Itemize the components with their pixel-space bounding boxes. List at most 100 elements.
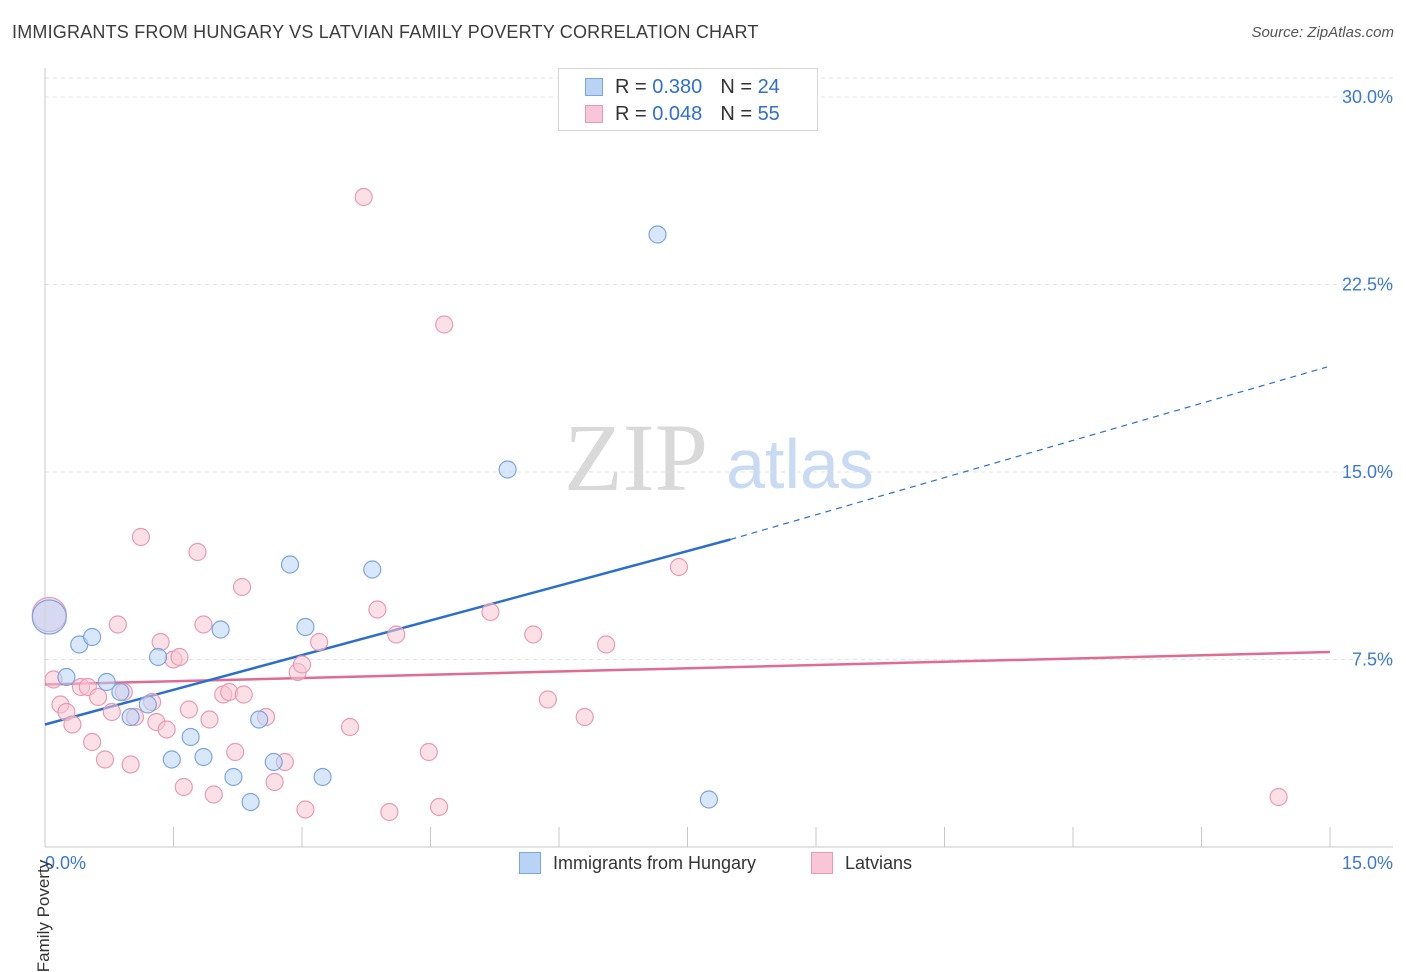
legend-swatch-latvians (585, 105, 603, 123)
point-latvians (121, 755, 140, 774)
y-tick-label: 7.5% (1352, 650, 1393, 670)
point-latvians (179, 700, 199, 719)
point-hungary (31, 599, 67, 635)
point-latvians (380, 802, 399, 822)
point-latvians (200, 710, 219, 729)
source-label: Source: ZipAtlas.com (1251, 24, 1394, 41)
point-latvians (340, 717, 360, 737)
point-latvians (170, 647, 189, 667)
point-hungary (162, 750, 181, 769)
legend-r-value: 0.048 (652, 102, 703, 125)
point-hungary (224, 767, 243, 787)
point-latvians (157, 720, 176, 739)
point-latvians (368, 600, 387, 619)
point-latvians (63, 715, 82, 734)
point-latvians (387, 625, 406, 644)
point-latvians (481, 602, 500, 622)
point-hungary (241, 792, 260, 812)
point-latvians (669, 557, 689, 577)
point-latvians (575, 707, 594, 727)
legend-r-label: R = (615, 75, 647, 98)
point-latvians (102, 702, 121, 722)
point-latvians (131, 527, 151, 547)
point-hungary (363, 560, 382, 579)
legend-label-hungary: Immigrants from Hungary (553, 852, 757, 873)
point-hungary (313, 767, 332, 787)
point-latvians (1269, 787, 1288, 807)
watermark: ZIP atlas (564, 404, 874, 511)
point-latvians (204, 785, 223, 804)
trend-line-hungary-extension (730, 366, 1328, 541)
legend-item-hungary[interactable]: Immigrants from Hungary (519, 852, 756, 874)
point-latvians (265, 772, 284, 792)
point-hungary (296, 617, 315, 637)
point-latvians (354, 187, 373, 207)
point-hungary (121, 707, 140, 727)
point-hungary (498, 460, 517, 479)
point-hungary (181, 727, 200, 747)
tick-labels: 7.5% 15.0% 22.5% 30.0% 0.0% 15.0% (45, 87, 1393, 873)
point-latvians (597, 635, 616, 654)
correlation-legend: R = 0.380 N = 24 R = 0.048 N = 55 (558, 68, 818, 131)
point-latvians (234, 685, 253, 704)
legend-row-hungary: R = 0.380 N = 24 (585, 75, 780, 99)
trend-line-latvians (44, 650, 1331, 686)
point-latvians (429, 797, 449, 817)
y-tick-label: 15.0% (1342, 462, 1393, 482)
point-latvians (538, 690, 557, 709)
x-tick-label: 0.0% (45, 853, 86, 873)
point-hungary (250, 710, 269, 729)
point-hungary (194, 747, 213, 767)
point-hungary (648, 225, 667, 244)
x-tick-label: 15.0% (1342, 853, 1393, 873)
point-latvians (83, 732, 102, 752)
point-hungary (264, 752, 283, 772)
y-tick-label: 30.0% (1342, 87, 1393, 107)
data-points (31, 187, 1288, 822)
point-latvians (232, 577, 252, 597)
point-latvians (89, 687, 108, 707)
series-legend: Immigrants from Hungary Latvians (0, 852, 1406, 878)
point-hungary (97, 672, 116, 692)
point-latvians (174, 777, 193, 797)
scatter-chart: ZIP atlas 7.5% 15.0% 22.5% 30.0% 0.0% 15.0% (31, 68, 1393, 873)
point-hungary (280, 555, 300, 574)
point-hungary (57, 667, 76, 687)
watermark-zip: ZIP (564, 404, 708, 511)
y-tick-label: 22.5% (1342, 275, 1393, 295)
legend-r-label: R = (615, 102, 647, 125)
point-latvians (194, 615, 213, 634)
legend-n-label: N = (720, 75, 752, 98)
point-latvians (296, 800, 315, 819)
point-latvians (419, 742, 438, 762)
point-latvians (226, 742, 245, 762)
point-latvians (108, 615, 127, 634)
axes (44, 68, 1393, 848)
point-latvians (310, 632, 329, 652)
point-hungary (138, 695, 157, 714)
watermark-atlas: atlas (726, 425, 874, 503)
point-hungary (148, 647, 168, 667)
legend-swatch-hungary (519, 852, 541, 874)
point-latvians (188, 542, 207, 562)
legend-row-latvians: R = 0.048 N = 55 (585, 102, 780, 126)
point-latvians (151, 632, 170, 652)
point-hungary (211, 620, 230, 639)
point-latvians (292, 655, 312, 674)
legend-n-value: 55 (757, 102, 780, 125)
legend-r-value: 0.380 (652, 75, 703, 98)
legend-swatch-hungary (585, 78, 603, 96)
legend-label-latvians: Latvians (845, 852, 913, 873)
legend-swatch-latvians (811, 852, 833, 874)
point-latvians (435, 315, 454, 334)
point-hungary (699, 790, 719, 809)
point-hungary (83, 627, 102, 647)
legend-item-latvians[interactable]: Latvians (811, 852, 912, 874)
grid-lines (45, 77, 1393, 660)
chart-title: IMMIGRANTS FROM HUNGARY VS LATVIAN FAMIL… (12, 22, 759, 42)
point-latvians (524, 625, 543, 644)
legend-n-value: 24 (757, 75, 780, 98)
point-latvians (95, 750, 115, 769)
point-hungary (111, 682, 130, 702)
legend-n-label: N = (720, 102, 752, 125)
